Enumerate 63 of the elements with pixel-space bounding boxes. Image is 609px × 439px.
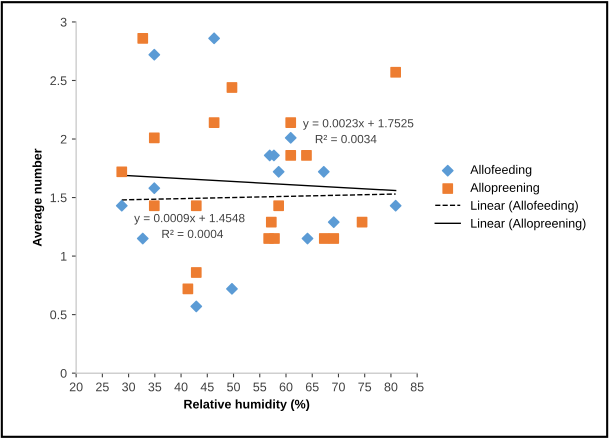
point xyxy=(116,200,128,212)
y-tick-label: 1.5 xyxy=(50,193,67,202)
point xyxy=(148,182,160,194)
y-tick-label: 0 xyxy=(60,368,67,378)
x-tick-label: 60 xyxy=(280,382,292,392)
x-tick-label: 75 xyxy=(358,382,372,392)
point xyxy=(208,117,220,128)
point xyxy=(318,233,330,244)
point xyxy=(269,233,280,244)
point xyxy=(136,232,149,244)
legend-label: Allofeeding xyxy=(470,164,532,177)
x-tick-label: 45 xyxy=(200,382,214,392)
point xyxy=(116,166,128,178)
point xyxy=(301,150,312,161)
point xyxy=(226,282,238,295)
x-tick-label: 85 xyxy=(410,382,424,392)
point xyxy=(328,233,340,244)
x-tick-label: 25 xyxy=(96,382,109,392)
point xyxy=(390,200,402,212)
point xyxy=(148,200,160,212)
point xyxy=(356,216,368,228)
x-tick-label: 50 xyxy=(227,382,240,392)
x-tick-label: 80 xyxy=(384,382,398,392)
x-tick-label: 20 xyxy=(70,382,83,392)
annotation: y = 0.0009x + 1.4548 xyxy=(134,214,245,225)
point xyxy=(190,200,202,212)
point xyxy=(208,32,220,44)
y-tick-label: 1 xyxy=(61,252,66,261)
x-tick-label: 65 xyxy=(306,382,319,392)
point xyxy=(190,267,202,278)
point xyxy=(284,132,297,144)
x-tick-label: 70 xyxy=(332,382,345,392)
legend-label: Linear (Allofeeding) xyxy=(471,200,578,212)
annotation: R² = 0.0034 xyxy=(316,134,377,144)
point xyxy=(302,232,314,244)
x-tick-label: 40 xyxy=(174,382,188,392)
y-tick-label: 0.5 xyxy=(50,310,67,320)
annotation: R² = 0.0004 xyxy=(162,230,224,238)
point xyxy=(285,150,296,161)
legend-label: Allopreening xyxy=(470,182,539,194)
point xyxy=(390,66,402,78)
point xyxy=(273,200,284,212)
x-tick-label: 55 xyxy=(253,382,266,392)
legend-label: Linear (Allopreening) xyxy=(471,218,586,230)
point xyxy=(148,48,160,61)
y-tick-label: 3 xyxy=(60,18,67,27)
point xyxy=(285,117,296,128)
point xyxy=(272,166,285,178)
x-axis-title: Relative humidity (%) xyxy=(184,399,310,412)
point xyxy=(182,284,194,294)
point xyxy=(137,32,148,44)
point xyxy=(148,132,160,144)
point xyxy=(190,300,202,312)
y-tick-label: 2.5 xyxy=(50,76,67,86)
x-tick-label: 35 xyxy=(148,382,162,392)
y-axis-title: Average number xyxy=(32,148,44,246)
y-tick-label: 2 xyxy=(60,134,66,144)
annotation: y = 0.0023x + 1.7525 xyxy=(302,119,414,130)
point xyxy=(328,216,340,228)
point xyxy=(318,166,330,178)
x-tick-label: 30 xyxy=(122,382,136,392)
point xyxy=(266,216,277,228)
point xyxy=(226,82,238,93)
